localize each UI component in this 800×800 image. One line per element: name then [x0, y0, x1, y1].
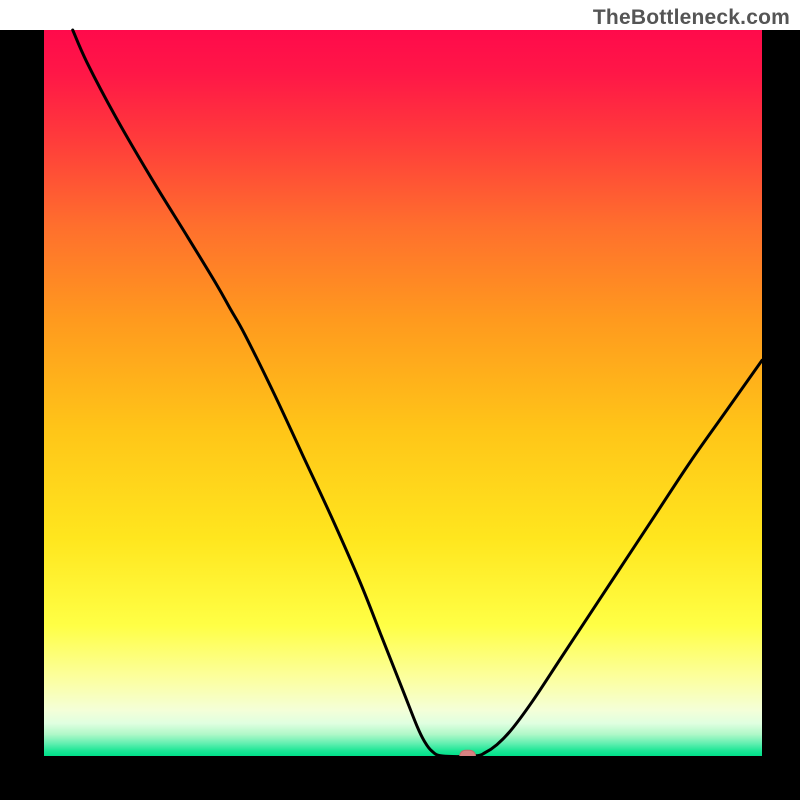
frame-left: [0, 30, 44, 800]
top-margin: [0, 0, 800, 30]
chart-container: TheBottleneck.com: [0, 0, 800, 800]
bottleneck-chart: [0, 0, 800, 800]
frame-bottom: [0, 756, 800, 800]
chart-background: [44, 30, 762, 756]
frame-right: [762, 30, 800, 800]
